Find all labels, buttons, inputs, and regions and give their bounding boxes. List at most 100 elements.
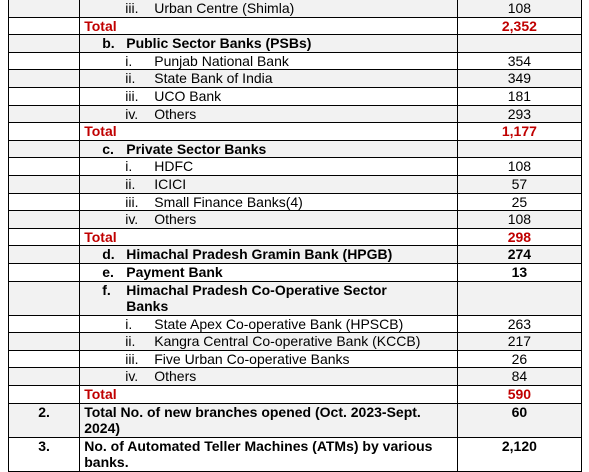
table-row: Total 590 (7, 385, 583, 404)
label-cell: e. Payment Bank (79, 262, 458, 282)
value-cell: 13 (456, 262, 583, 282)
value-cell: 590 (456, 385, 583, 404)
serial-cell (7, 210, 81, 229)
item-label: State Apex Co-operative Bank (HPSCB) (154, 315, 404, 332)
value-cell: 108 (456, 0, 583, 18)
label-cell: ii. Kangra Central Co-operative Bank (KCC… (79, 332, 458, 351)
label-cell: iii. Five Urban Co-operative Banks (79, 349, 458, 369)
item-label: Punjab National Bank (154, 52, 289, 69)
value-cell: 2,352 (456, 16, 583, 36)
item-number: iv. (125, 105, 139, 122)
table-row: ii. ICICI 57 (7, 174, 583, 194)
section-label: Himachal Pradesh Co-Operative Sector Ban… (126, 281, 387, 315)
serial-cell (7, 139, 81, 159)
section-label: Public Sector Banks (PSBs) (126, 35, 312, 52)
value-cell: 1,177 (456, 122, 583, 141)
serial-cell (7, 0, 81, 18)
label-cell: iv. Others (79, 367, 458, 387)
value-cell: 25 (456, 192, 583, 212)
table-row: iii. Five Urban Co-operative Banks 26 (7, 349, 583, 369)
value-cell: 349 (456, 69, 583, 88)
value-cell: 60 (456, 402, 583, 438)
value-cell: 263 (456, 314, 583, 334)
label-cell: ii. State Bank of India (79, 69, 458, 88)
serial-cell (7, 86, 81, 106)
bank-branches-table: iii. Urban Centre (Shimla) 108 Total 2,352 b.… (7, 0, 583, 472)
item-label: Small Finance Banks(4) (154, 193, 303, 210)
section-letter: b. (102, 35, 115, 52)
label-cell: iv. Others (79, 104, 458, 124)
item-label: Others (154, 105, 197, 122)
table-row: i. State Apex Co-operative Bank (HPSCB) 26… (7, 314, 583, 334)
label-cell: d. Himachal Pradesh Gramin Bank (HPGB) (79, 245, 458, 264)
item-number: iii. (125, 0, 139, 16)
label-cell: iii. UCO Bank (79, 86, 458, 106)
serial-cell (7, 16, 81, 36)
label-cell: i. State Apex Co-operative Bank (HPSCB) (79, 314, 458, 334)
item-label: Kangra Central Co-operative Bank (KCCB) (154, 333, 421, 350)
value-cell (456, 280, 583, 316)
serial-cell: 2. (7, 402, 81, 438)
serial-cell (7, 227, 81, 247)
item-number: ii. (125, 70, 136, 87)
table-row: Total 2,352 (7, 16, 583, 36)
item-label: UCO Bank (154, 87, 222, 104)
value-cell: 108 (456, 157, 583, 176)
table-row: e. Payment Bank 13 (7, 262, 583, 282)
item-number: iii. (125, 87, 139, 104)
item-number: iv. (125, 211, 139, 228)
section-letter: c. (102, 140, 114, 157)
table-row: 2. Total No. of new branches opened (Oct.… (7, 402, 583, 438)
table-row: iv. Others 108 (7, 210, 583, 229)
item-number: iii. (125, 193, 139, 210)
item-number: i. (125, 52, 133, 69)
table-row: 3. No. of Automated Teller Machines (ATMs… (7, 436, 583, 472)
value-cell (456, 34, 583, 53)
section-letter: d. (102, 246, 115, 263)
item-label: Five Urban Co-operative Banks (154, 350, 350, 367)
table-row: iii. UCO Bank 181 (7, 86, 583, 106)
label-cell: i. Punjab National Bank (79, 51, 458, 71)
section-letter: e. (102, 263, 114, 280)
item-number: iii. (125, 350, 139, 367)
item-label: State Bank of India (154, 70, 273, 87)
table-row: Total 1,177 (7, 122, 583, 141)
table-row: i. HDFC 108 (7, 157, 583, 176)
item-label: Others (154, 368, 197, 385)
value-cell: 217 (456, 332, 583, 351)
item-label: Others (154, 211, 197, 228)
label-cell: iv. Others (79, 210, 458, 229)
table-row: iv. Others 293 (7, 104, 583, 124)
label-cell: Total (79, 122, 458, 141)
table-row: ii. State Bank of India 349 (7, 69, 583, 88)
label-cell: iii. Urban Centre (Shimla) (79, 0, 458, 18)
table-row: iv. Others 84 (7, 367, 583, 387)
label-cell: b. Public Sector Banks (PSBs) (79, 34, 458, 53)
value-cell: 26 (456, 349, 583, 369)
label-cell: Total (79, 16, 458, 36)
table-row: i. Punjab National Bank 354 (7, 51, 583, 71)
value-cell: 293 (456, 104, 583, 124)
label-cell: i. HDFC (79, 157, 458, 176)
value-cell: 274 (456, 245, 583, 264)
serial-cell (7, 34, 81, 53)
section-label: Private Sector Banks (126, 140, 267, 157)
section-letter: f. (102, 281, 111, 298)
label-cell: Total No. of new branches opened (Oct. 2… (79, 402, 458, 438)
table-row: d. Himachal Pradesh Gramin Bank (HPGB) 274 (7, 245, 583, 264)
table-row: f. Himachal Pradesh Co-Operative Sector B… (7, 280, 583, 316)
serial-cell (7, 262, 81, 282)
serial-cell (7, 192, 81, 212)
label-cell: iii. Small Finance Banks(4) (79, 192, 458, 212)
section-label: Payment Bank (126, 263, 223, 280)
value-cell (456, 139, 583, 159)
serial-cell (7, 385, 81, 404)
serial-cell (7, 157, 81, 176)
value-cell: 354 (456, 51, 583, 71)
serial-cell (7, 314, 81, 334)
label-cell: Total (79, 385, 458, 404)
serial-cell (7, 104, 81, 124)
serial-cell (7, 349, 81, 369)
value-cell: 84 (456, 367, 583, 387)
value-cell: 298 (456, 227, 583, 247)
